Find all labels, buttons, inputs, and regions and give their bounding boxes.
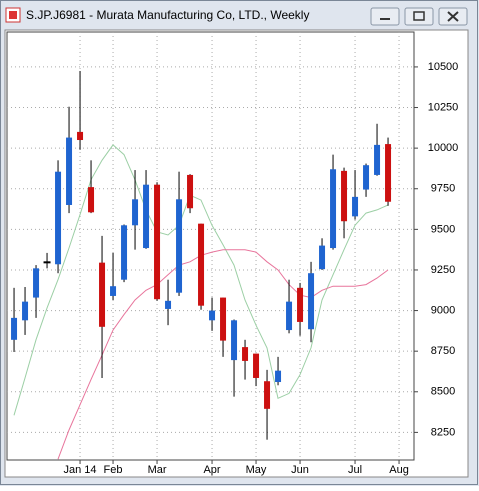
y-tick-label: 9250 (431, 264, 455, 276)
candle-body (319, 245, 326, 270)
candle-body (33, 268, 40, 298)
candle-body (209, 310, 216, 321)
window-icon-fill (9, 11, 17, 19)
close-icon (447, 11, 459, 22)
y-tick-label: 10500 (428, 61, 459, 73)
candle-body (143, 184, 150, 249)
candle-body (352, 196, 359, 217)
candle-body (88, 187, 95, 213)
candle-body (187, 174, 194, 209)
x-tick-label: May (246, 464, 267, 476)
x-tick-label: Apr (203, 464, 220, 476)
candle-body (132, 199, 139, 226)
candle-body (308, 273, 315, 330)
candle-body (11, 317, 18, 340)
plot-area (6, 31, 415, 461)
moving-average-line (13, 144, 389, 416)
x-tick-label: Aug (389, 464, 409, 476)
candle-body (43, 261, 51, 264)
candle-body (286, 301, 293, 331)
candle-body (110, 286, 117, 296)
maximize-button[interactable] (404, 7, 434, 26)
candle-body (264, 381, 271, 409)
candle-body (165, 300, 172, 309)
candle-body (385, 144, 392, 202)
plot: 8250 8500 8750 9000 9250 9500 9750 10000 10250 10… (7, 32, 458, 476)
candle-body (220, 297, 227, 341)
y-tick-label: 9500 (431, 223, 455, 235)
y-tick-label: 8750 (431, 345, 455, 357)
y-tick-label: 10000 (428, 142, 459, 154)
candle-body (253, 353, 260, 378)
candle-body (231, 320, 238, 361)
moving-average-line (57, 249, 389, 460)
candle-body (198, 223, 205, 306)
x-tick-label: Jan 14 (64, 464, 97, 476)
candle-body (121, 225, 128, 280)
candle-body (341, 170, 348, 222)
candle-body (374, 144, 381, 175)
y-tick-label: 9000 (431, 304, 455, 316)
candle-body (330, 169, 337, 249)
candle-body (66, 137, 73, 205)
y-tick-label: 9750 (431, 183, 455, 195)
candle-body (242, 347, 249, 361)
candle-body (275, 370, 282, 383)
y-tick-label: 8500 (431, 386, 455, 398)
candle-body (77, 131, 84, 141)
candle-body (176, 199, 183, 293)
window-buttons (370, 7, 468, 26)
y-tick-label: 8250 (431, 426, 455, 438)
x-tick-label: Mar (148, 464, 167, 476)
candle-body (55, 171, 62, 265)
candle-body (297, 287, 304, 322)
x-tick-label: Jul (348, 464, 362, 476)
candle-body (154, 184, 161, 300)
candle-body (363, 165, 370, 190)
candle-body (99, 262, 106, 327)
x-tick-label: Feb (104, 464, 123, 476)
maximize-icon (413, 11, 425, 21)
x-tick-label: Jun (291, 464, 309, 476)
y-tick-label: 10250 (428, 101, 459, 113)
minimize-button[interactable] (370, 7, 400, 26)
window-title: S.JP.J6981 - Murata Manufacturing Co, LT… (26, 8, 309, 22)
candle-body (22, 301, 29, 321)
